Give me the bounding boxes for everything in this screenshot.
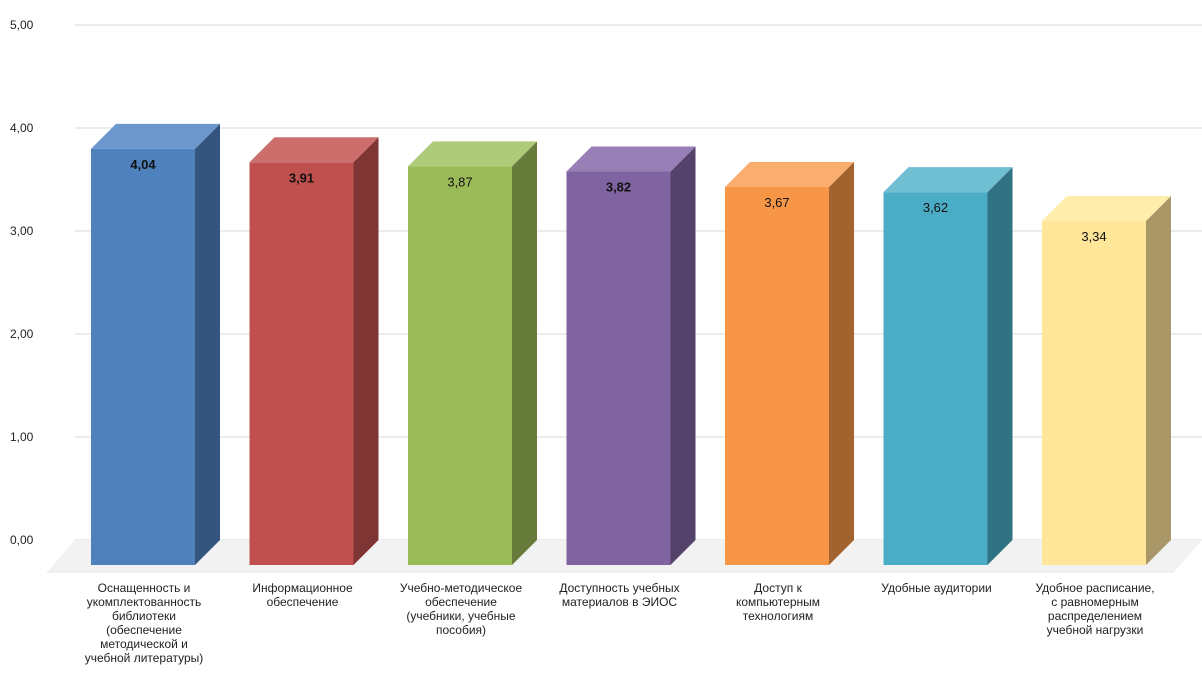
bar-side xyxy=(829,161,854,566)
category-label-line: распределением xyxy=(1048,609,1142,623)
category-label: Удобное расписание, с равномерным распреде… xyxy=(1035,581,1154,637)
data-labels: 4,04 3,91 3,87 3,82 3,67 3,62 3,34 xyxy=(130,157,1106,244)
bar-side xyxy=(987,167,1013,565)
category-label-line: Оснащенность и xyxy=(98,581,191,595)
data-label: 3,91 xyxy=(289,170,314,185)
category-label: Удобные аудитории xyxy=(881,581,991,595)
bar-top xyxy=(883,167,1013,193)
category-label-line: материалов в ЭИОС xyxy=(562,595,678,609)
bar-front xyxy=(408,166,512,565)
bar xyxy=(566,146,696,566)
data-label: 3,62 xyxy=(923,200,948,215)
bar-top xyxy=(249,137,379,163)
category-label-line: Информационное xyxy=(252,581,353,595)
y-axis-tick-labels: 0,00 1,00 2,00 3,00 4,00 5,00 xyxy=(10,18,34,547)
bar-side xyxy=(670,146,696,566)
category-label-line: с равномерным xyxy=(1051,595,1138,609)
category-label: Оснащенность и укомплектованность библиоте… xyxy=(85,581,204,665)
y-tick-label: 3,00 xyxy=(10,224,34,238)
category-label-line: (обеспечение xyxy=(106,623,182,637)
category-label-line: (учебники, учебные xyxy=(406,609,516,623)
bar xyxy=(1042,195,1171,566)
y-tick-label: 1,00 xyxy=(10,430,34,444)
category-label-line: учебной нагрузки xyxy=(1047,623,1144,637)
bar xyxy=(249,137,379,565)
category-label-line: пособия) xyxy=(436,623,486,637)
category-label-line: Доступ к xyxy=(754,581,802,595)
bar xyxy=(408,141,537,565)
bar-top xyxy=(1042,195,1171,221)
bar xyxy=(91,123,220,565)
category-label-line: Удобные аудитории xyxy=(881,581,991,595)
category-label-line: Доступность учебных xyxy=(559,581,679,595)
bars xyxy=(91,123,1171,566)
data-label: 3,87 xyxy=(447,174,472,189)
bar-front xyxy=(91,148,195,565)
category-label-line: Удобное расписание, xyxy=(1035,581,1154,595)
bar-top xyxy=(408,141,537,167)
category-label: Доступность учебных материалов в ЭИОС xyxy=(559,581,679,609)
data-label: 3,34 xyxy=(1081,229,1106,244)
data-label: 3,67 xyxy=(764,195,789,210)
y-tick-label: 4,00 xyxy=(10,121,34,135)
bar xyxy=(883,167,1013,565)
category-label: Учебно-методическое обеспечение (учебники,… xyxy=(400,581,523,637)
category-label-line: библиотеки xyxy=(112,609,176,623)
y-tick-label: 0,00 xyxy=(10,533,34,547)
bar-top xyxy=(91,123,220,149)
bar-top xyxy=(725,161,854,187)
category-label: Доступ к компьютерным технологиям xyxy=(736,581,820,623)
bar-front xyxy=(249,162,354,565)
bar-side xyxy=(195,123,220,565)
category-label-line: Учебно-методическое xyxy=(400,581,523,595)
bar-front xyxy=(725,186,829,566)
category-label-line: компьютерным xyxy=(736,595,820,609)
bar-side xyxy=(1146,195,1171,566)
category-label-line: учебной литературы) xyxy=(85,651,204,665)
category-label-line: укомплектованность xyxy=(87,595,202,609)
bar-front xyxy=(566,171,671,566)
category-label: Информационное обеспечение xyxy=(252,581,353,609)
category-label-line: обеспечение xyxy=(267,595,339,609)
data-label: 3,82 xyxy=(606,180,631,195)
bar-front xyxy=(1042,220,1146,566)
category-label-line: обеспечение xyxy=(425,595,497,609)
category-labels: Оснащенность и укомплектованность библиоте… xyxy=(85,581,1155,665)
y-tick-label: 5,00 xyxy=(10,18,34,32)
bar-side xyxy=(353,137,379,565)
bar-front xyxy=(883,192,988,565)
category-label-line: методической и xyxy=(100,637,188,651)
data-label: 4,04 xyxy=(130,157,156,172)
bar-top xyxy=(566,146,696,172)
y-tick-label: 2,00 xyxy=(10,327,34,341)
bar xyxy=(725,161,854,566)
category-label-line: технологиям xyxy=(743,609,813,623)
bar-side xyxy=(512,141,537,565)
